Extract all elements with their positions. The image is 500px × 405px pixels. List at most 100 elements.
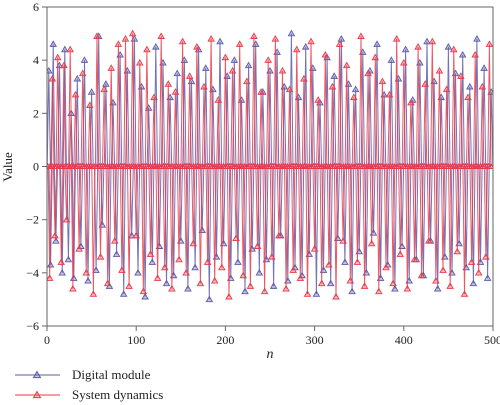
data-point bbox=[119, 290, 128, 297]
data-point bbox=[102, 80, 110, 87]
data-point bbox=[246, 282, 255, 289]
data-point bbox=[146, 250, 155, 257]
data-point bbox=[255, 268, 264, 276]
data-point bbox=[78, 69, 87, 77]
data-point bbox=[435, 66, 444, 74]
data-point bbox=[375, 287, 383, 295]
data-point bbox=[185, 72, 194, 79]
data-point bbox=[82, 268, 91, 276]
data-point bbox=[480, 64, 488, 71]
data-point bbox=[48, 74, 57, 82]
data-point bbox=[62, 215, 71, 223]
data-point bbox=[150, 93, 158, 101]
data-point bbox=[228, 66, 237, 74]
data-point bbox=[389, 279, 397, 287]
data-point bbox=[175, 255, 183, 263]
data-point bbox=[134, 268, 142, 276]
data-point bbox=[373, 40, 381, 47]
data-point bbox=[193, 42, 201, 50]
data-point bbox=[469, 279, 478, 287]
x-tick-label: 400 bbox=[395, 333, 413, 347]
data-point bbox=[92, 266, 100, 273]
data-point bbox=[407, 98, 415, 106]
data-point bbox=[210, 276, 219, 284]
data-point bbox=[73, 74, 82, 82]
data-point bbox=[128, 29, 137, 37]
data-point bbox=[111, 237, 119, 244]
data-point bbox=[339, 237, 347, 244]
data-point bbox=[51, 231, 59, 239]
data-point bbox=[314, 96, 322, 103]
zero-marker bbox=[487, 162, 493, 169]
data-point bbox=[75, 245, 83, 252]
data-point bbox=[241, 287, 249, 295]
data-point bbox=[71, 90, 80, 98]
data-point bbox=[307, 37, 315, 45]
data-point bbox=[232, 234, 240, 241]
data-point bbox=[132, 231, 140, 239]
data-point bbox=[191, 263, 199, 271]
data-point bbox=[121, 34, 130, 42]
data-point bbox=[234, 258, 242, 265]
data-point bbox=[239, 271, 248, 279]
x-axis-label: n bbox=[267, 347, 274, 362]
data-point bbox=[325, 260, 333, 268]
data-point bbox=[203, 258, 212, 265]
data-point bbox=[414, 42, 422, 50]
legend-marker bbox=[32, 390, 42, 399]
x-tick-label: 200 bbox=[216, 333, 234, 347]
data-point bbox=[317, 279, 326, 287]
x-tick-label: 0 bbox=[44, 333, 50, 347]
data-point bbox=[214, 96, 223, 103]
data-point bbox=[216, 37, 224, 45]
data-point bbox=[471, 50, 479, 58]
data-point bbox=[171, 88, 180, 95]
data-point bbox=[58, 268, 66, 276]
data-point bbox=[221, 53, 230, 61]
data-point bbox=[153, 274, 162, 281]
data-point bbox=[464, 93, 472, 101]
data-point bbox=[401, 45, 410, 53]
data-point bbox=[244, 61, 253, 69]
data-point bbox=[268, 252, 276, 260]
data-point bbox=[89, 290, 98, 297]
data-point bbox=[417, 271, 426, 279]
data-point bbox=[202, 64, 210, 71]
data-point bbox=[300, 74, 308, 82]
data-point bbox=[410, 255, 419, 263]
data-point bbox=[107, 64, 115, 71]
data-point bbox=[164, 80, 173, 87]
data-point bbox=[271, 34, 280, 42]
series-line bbox=[47, 33, 492, 297]
data-point bbox=[60, 61, 68, 69]
data-point bbox=[66, 45, 74, 53]
data-point bbox=[207, 34, 215, 42]
data-point bbox=[391, 284, 399, 292]
data-point bbox=[303, 290, 312, 297]
y-axis-label: Value bbox=[0, 152, 15, 182]
data-point bbox=[353, 258, 362, 265]
data-point bbox=[421, 80, 429, 87]
data-point bbox=[148, 258, 157, 265]
data-point bbox=[125, 282, 133, 289]
data-point bbox=[64, 255, 73, 263]
data-point bbox=[425, 237, 433, 244]
data-point bbox=[485, 40, 493, 47]
x-tick-label: 300 bbox=[306, 333, 324, 347]
data-point bbox=[348, 287, 356, 295]
data-point bbox=[446, 282, 454, 289]
data-point bbox=[341, 258, 349, 265]
data-point bbox=[69, 284, 77, 292]
data-point bbox=[100, 85, 108, 93]
data-point bbox=[285, 85, 294, 93]
data-point bbox=[385, 90, 394, 98]
data-point bbox=[144, 104, 153, 111]
data-point bbox=[96, 252, 105, 260]
data-point bbox=[357, 32, 365, 39]
y-tick-label: 4 bbox=[33, 53, 39, 67]
legend-item: Digital module bbox=[15, 367, 151, 382]
data-point bbox=[400, 58, 408, 66]
data-point bbox=[200, 82, 208, 90]
data-point bbox=[457, 72, 465, 79]
data-point bbox=[301, 42, 310, 50]
